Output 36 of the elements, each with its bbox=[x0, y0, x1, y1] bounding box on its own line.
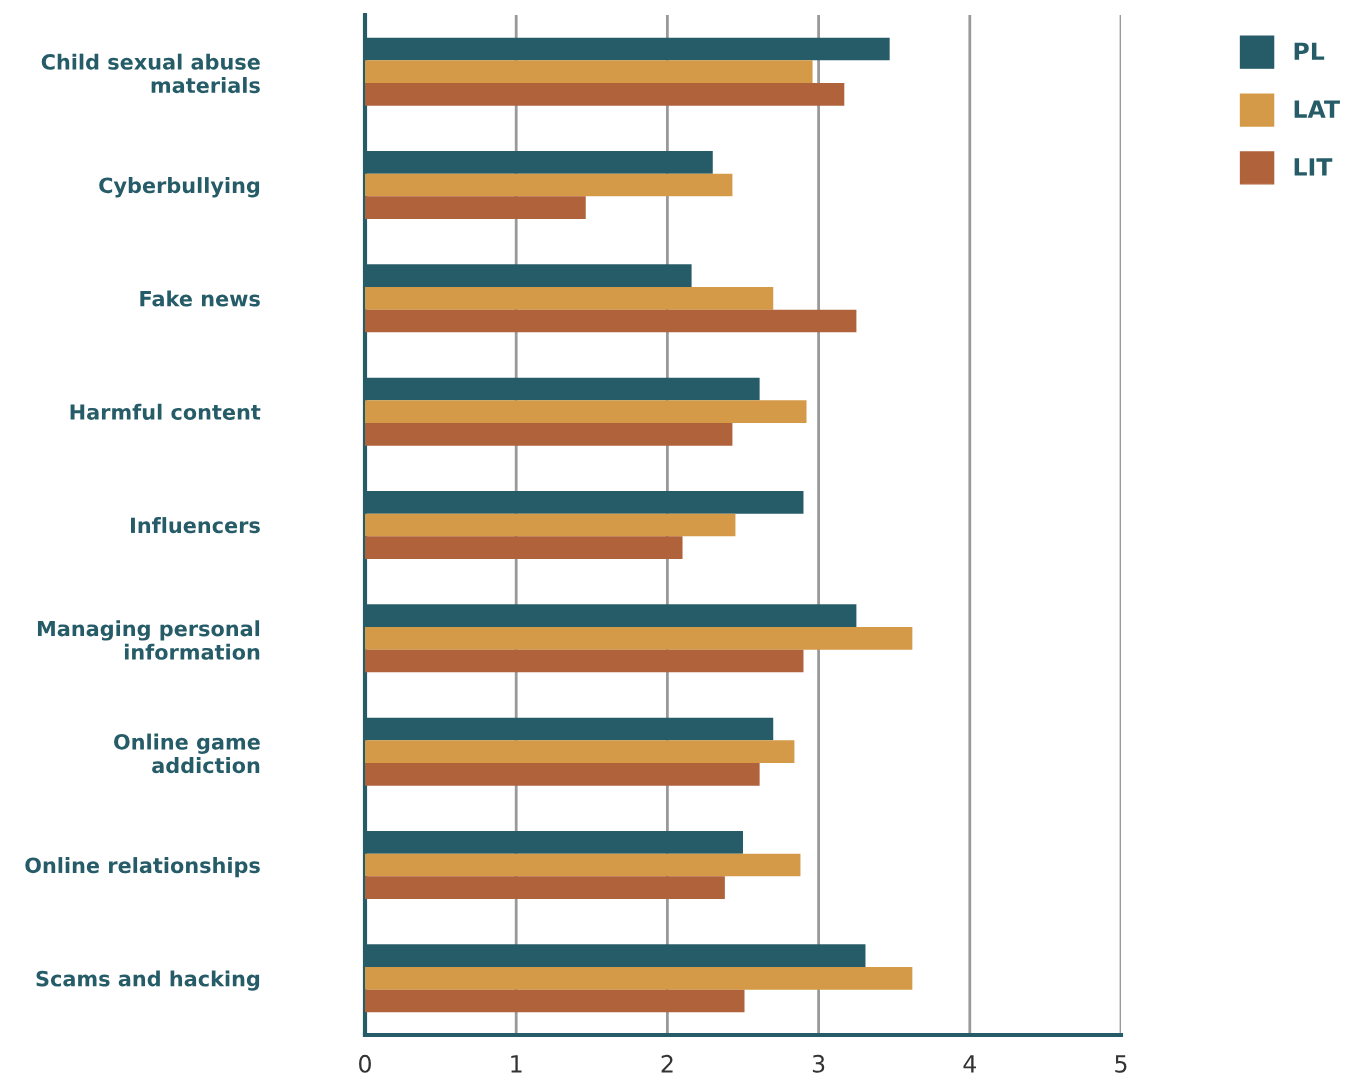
bar bbox=[365, 423, 733, 446]
x-tick-label: 3 bbox=[812, 1054, 825, 1073]
bar bbox=[365, 740, 795, 763]
x-tick-label: 0 bbox=[359, 1054, 371, 1073]
x-tick-label: 5 bbox=[1115, 1055, 1127, 1073]
bar bbox=[365, 989, 745, 1013]
bar bbox=[365, 400, 807, 423]
y-tick-label: Online game addiction bbox=[114, 733, 260, 774]
bar bbox=[365, 876, 725, 899]
y-tick-label: Influencers bbox=[131, 517, 260, 534]
legend-label: PL bbox=[1294, 42, 1325, 60]
bar bbox=[365, 83, 845, 106]
bar bbox=[365, 173, 733, 197]
x-tick-label: 1 bbox=[511, 1055, 522, 1073]
bar bbox=[365, 60, 813, 83]
bar bbox=[365, 649, 804, 673]
y-tick-label: Child sexual abuse materials bbox=[41, 53, 260, 94]
x-tick-label: 4 bbox=[963, 1055, 976, 1073]
x-tick-label: 2 bbox=[661, 1054, 673, 1073]
bar bbox=[365, 627, 913, 650]
bar bbox=[365, 536, 683, 559]
bar bbox=[365, 967, 913, 990]
legend-label: LAT bbox=[1294, 100, 1340, 118]
bar bbox=[365, 513, 736, 537]
bar bbox=[365, 853, 801, 877]
bar bbox=[365, 287, 774, 310]
y-tick-label: Fake news bbox=[140, 290, 260, 307]
y-tick-label: Harmful content bbox=[70, 403, 261, 420]
y-tick-label: Managing personal information bbox=[37, 620, 260, 660]
bar bbox=[365, 196, 586, 219]
bar bbox=[365, 763, 760, 786]
y-tick-label: Scams and hacking bbox=[36, 970, 260, 991]
bar bbox=[365, 309, 857, 333]
y-tick-label: Cyberbullying bbox=[99, 177, 260, 198]
legend-label: LIT bbox=[1294, 158, 1333, 176]
y-tick-label: Online relationships bbox=[25, 857, 260, 878]
